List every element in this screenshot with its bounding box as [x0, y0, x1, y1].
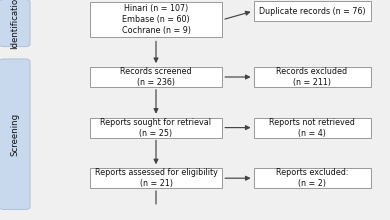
- FancyBboxPatch shape: [90, 2, 222, 37]
- Text: Duplicate records (n = 76): Duplicate records (n = 76): [259, 7, 365, 15]
- FancyBboxPatch shape: [254, 118, 370, 138]
- Text: Reports excluded:
(n = 2): Reports excluded: (n = 2): [276, 168, 348, 188]
- Text: Records excluded
(n = 211): Records excluded (n = 211): [277, 67, 347, 87]
- Text: Reports sought for retrieval
(n = 25): Reports sought for retrieval (n = 25): [101, 117, 211, 138]
- Text: Screening: Screening: [10, 113, 19, 156]
- FancyBboxPatch shape: [254, 1, 370, 21]
- FancyBboxPatch shape: [0, 59, 30, 209]
- FancyBboxPatch shape: [254, 67, 370, 87]
- Text: Hinari (n = 107)
Embase (n = 60)
Cochrane (n = 9): Hinari (n = 107) Embase (n = 60) Cochran…: [122, 4, 190, 35]
- FancyBboxPatch shape: [0, 0, 30, 47]
- Text: Reports not retrieved
(n = 4): Reports not retrieved (n = 4): [269, 117, 355, 138]
- FancyBboxPatch shape: [90, 67, 222, 87]
- FancyBboxPatch shape: [90, 118, 222, 138]
- Text: Identificatio: Identificatio: [10, 0, 19, 49]
- FancyBboxPatch shape: [254, 168, 370, 188]
- Text: Reports assessed for eligibility
(n = 21): Reports assessed for eligibility (n = 21…: [94, 168, 218, 188]
- FancyBboxPatch shape: [90, 168, 222, 188]
- Text: Records screened
(n = 236): Records screened (n = 236): [120, 67, 192, 87]
